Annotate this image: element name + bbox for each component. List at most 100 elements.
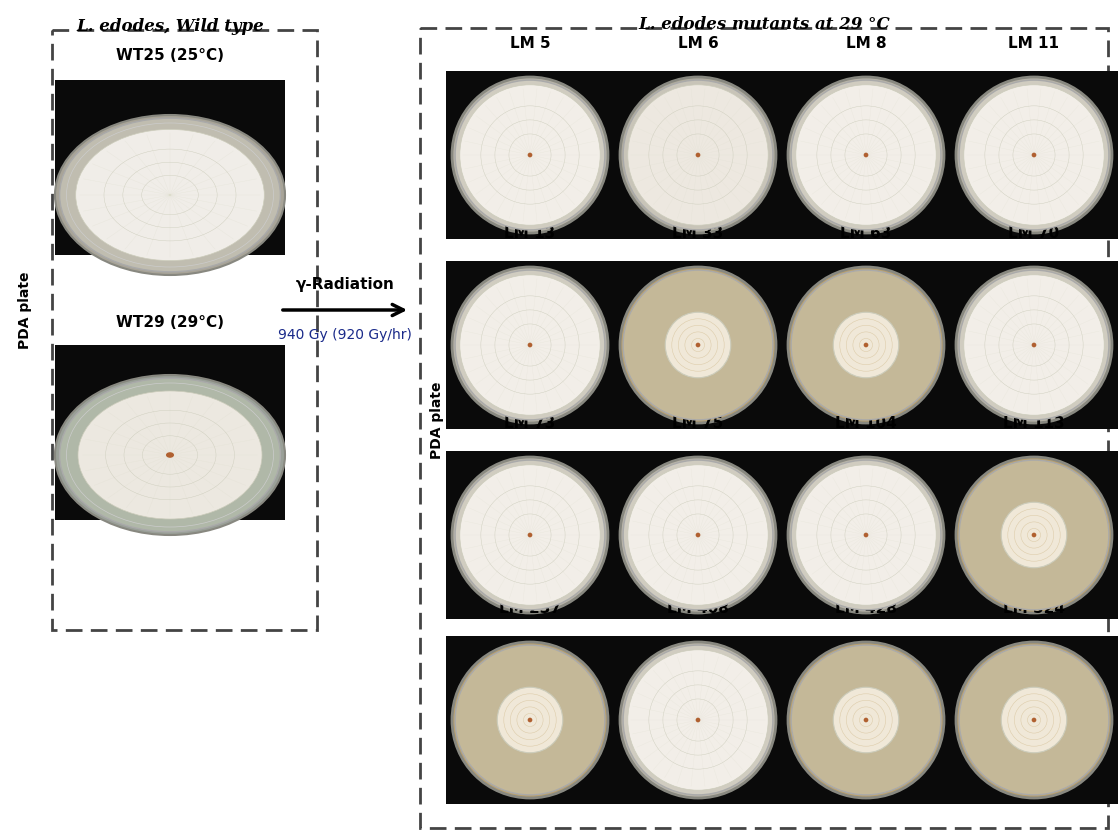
Ellipse shape xyxy=(460,275,600,415)
Bar xyxy=(950,451,1118,620)
Text: WT25 (25°C): WT25 (25°C) xyxy=(116,48,224,63)
Ellipse shape xyxy=(455,460,605,610)
Text: LM 13: LM 13 xyxy=(504,226,556,241)
Ellipse shape xyxy=(864,717,868,722)
Ellipse shape xyxy=(455,80,605,230)
Ellipse shape xyxy=(864,342,868,347)
Ellipse shape xyxy=(452,642,608,798)
Text: L. edodes mutants at 29 °C: L. edodes mutants at 29 °C xyxy=(638,16,890,33)
Bar xyxy=(446,451,614,620)
Bar xyxy=(614,451,782,620)
Ellipse shape xyxy=(956,642,1112,798)
Ellipse shape xyxy=(55,375,284,535)
Ellipse shape xyxy=(452,77,608,233)
Ellipse shape xyxy=(166,453,174,458)
Ellipse shape xyxy=(696,533,700,538)
Ellipse shape xyxy=(55,115,284,275)
Text: LM 70: LM 70 xyxy=(1008,226,1060,241)
Ellipse shape xyxy=(59,119,280,272)
Ellipse shape xyxy=(1032,342,1036,347)
Ellipse shape xyxy=(959,460,1109,610)
Ellipse shape xyxy=(964,85,1104,225)
Ellipse shape xyxy=(78,391,262,519)
Ellipse shape xyxy=(455,645,605,795)
Text: PDA plate: PDA plate xyxy=(430,382,444,458)
Ellipse shape xyxy=(623,270,773,420)
Bar xyxy=(782,451,950,620)
Text: γ-Radiation: γ-Radiation xyxy=(296,277,394,292)
Text: LM 408: LM 408 xyxy=(668,601,729,616)
Ellipse shape xyxy=(628,465,768,605)
Bar xyxy=(614,71,782,240)
Ellipse shape xyxy=(1001,687,1066,753)
Text: LM 73: LM 73 xyxy=(504,416,556,431)
Ellipse shape xyxy=(791,460,941,610)
Ellipse shape xyxy=(620,267,776,423)
Ellipse shape xyxy=(696,717,700,722)
Ellipse shape xyxy=(791,80,941,230)
Ellipse shape xyxy=(497,687,562,753)
Ellipse shape xyxy=(66,383,273,527)
Text: LM 6: LM 6 xyxy=(678,36,718,51)
Ellipse shape xyxy=(956,267,1112,423)
Bar xyxy=(782,261,950,429)
Ellipse shape xyxy=(628,85,768,225)
Ellipse shape xyxy=(623,645,773,795)
Ellipse shape xyxy=(791,645,941,795)
Ellipse shape xyxy=(833,687,898,753)
Ellipse shape xyxy=(796,465,936,605)
Ellipse shape xyxy=(791,270,941,420)
Ellipse shape xyxy=(833,312,898,377)
Ellipse shape xyxy=(696,153,700,157)
Ellipse shape xyxy=(796,85,936,225)
Ellipse shape xyxy=(59,378,280,532)
Text: LM 75: LM 75 xyxy=(672,416,724,431)
Text: LM 63: LM 63 xyxy=(840,226,892,241)
Ellipse shape xyxy=(455,270,605,420)
FancyArrowPatch shape xyxy=(282,305,403,316)
Ellipse shape xyxy=(620,77,776,233)
Ellipse shape xyxy=(1032,533,1036,538)
Ellipse shape xyxy=(959,80,1109,230)
Ellipse shape xyxy=(959,270,1109,420)
Text: LM 113: LM 113 xyxy=(1004,416,1065,431)
Ellipse shape xyxy=(528,342,532,347)
FancyBboxPatch shape xyxy=(420,28,1108,828)
Text: LM 11: LM 11 xyxy=(1008,36,1060,51)
Ellipse shape xyxy=(1001,502,1066,568)
Ellipse shape xyxy=(452,457,608,613)
Ellipse shape xyxy=(788,457,944,613)
Bar xyxy=(950,71,1118,240)
Ellipse shape xyxy=(956,457,1112,613)
Text: 940 Gy (920 Gy/hr): 940 Gy (920 Gy/hr) xyxy=(278,328,412,342)
Ellipse shape xyxy=(528,153,532,157)
Ellipse shape xyxy=(956,77,1112,233)
Ellipse shape xyxy=(623,460,773,610)
Bar xyxy=(782,635,950,804)
Ellipse shape xyxy=(864,153,868,157)
Text: PDA plate: PDA plate xyxy=(18,271,32,349)
Ellipse shape xyxy=(628,650,768,790)
Bar xyxy=(446,635,614,804)
Text: LM 104: LM 104 xyxy=(836,416,897,431)
Text: LM 5: LM 5 xyxy=(510,36,550,51)
Ellipse shape xyxy=(864,533,868,538)
Bar xyxy=(614,261,782,429)
Bar xyxy=(55,345,284,520)
FancyBboxPatch shape xyxy=(52,30,317,630)
Ellipse shape xyxy=(665,312,730,377)
Bar xyxy=(782,71,950,240)
Ellipse shape xyxy=(460,85,600,225)
Ellipse shape xyxy=(76,129,264,261)
Text: LM 8: LM 8 xyxy=(846,36,886,51)
Text: WT29 (29°C): WT29 (29°C) xyxy=(116,315,224,330)
Ellipse shape xyxy=(623,80,773,230)
Text: L. edodes, Wild type: L. edodes, Wild type xyxy=(76,18,264,35)
Ellipse shape xyxy=(1032,153,1036,157)
Bar xyxy=(55,80,284,255)
Text: LM 524: LM 524 xyxy=(1004,601,1065,616)
Text: LM 33: LM 33 xyxy=(672,226,724,241)
Text: LM 428: LM 428 xyxy=(836,601,897,616)
Ellipse shape xyxy=(528,717,532,722)
Ellipse shape xyxy=(788,267,944,423)
